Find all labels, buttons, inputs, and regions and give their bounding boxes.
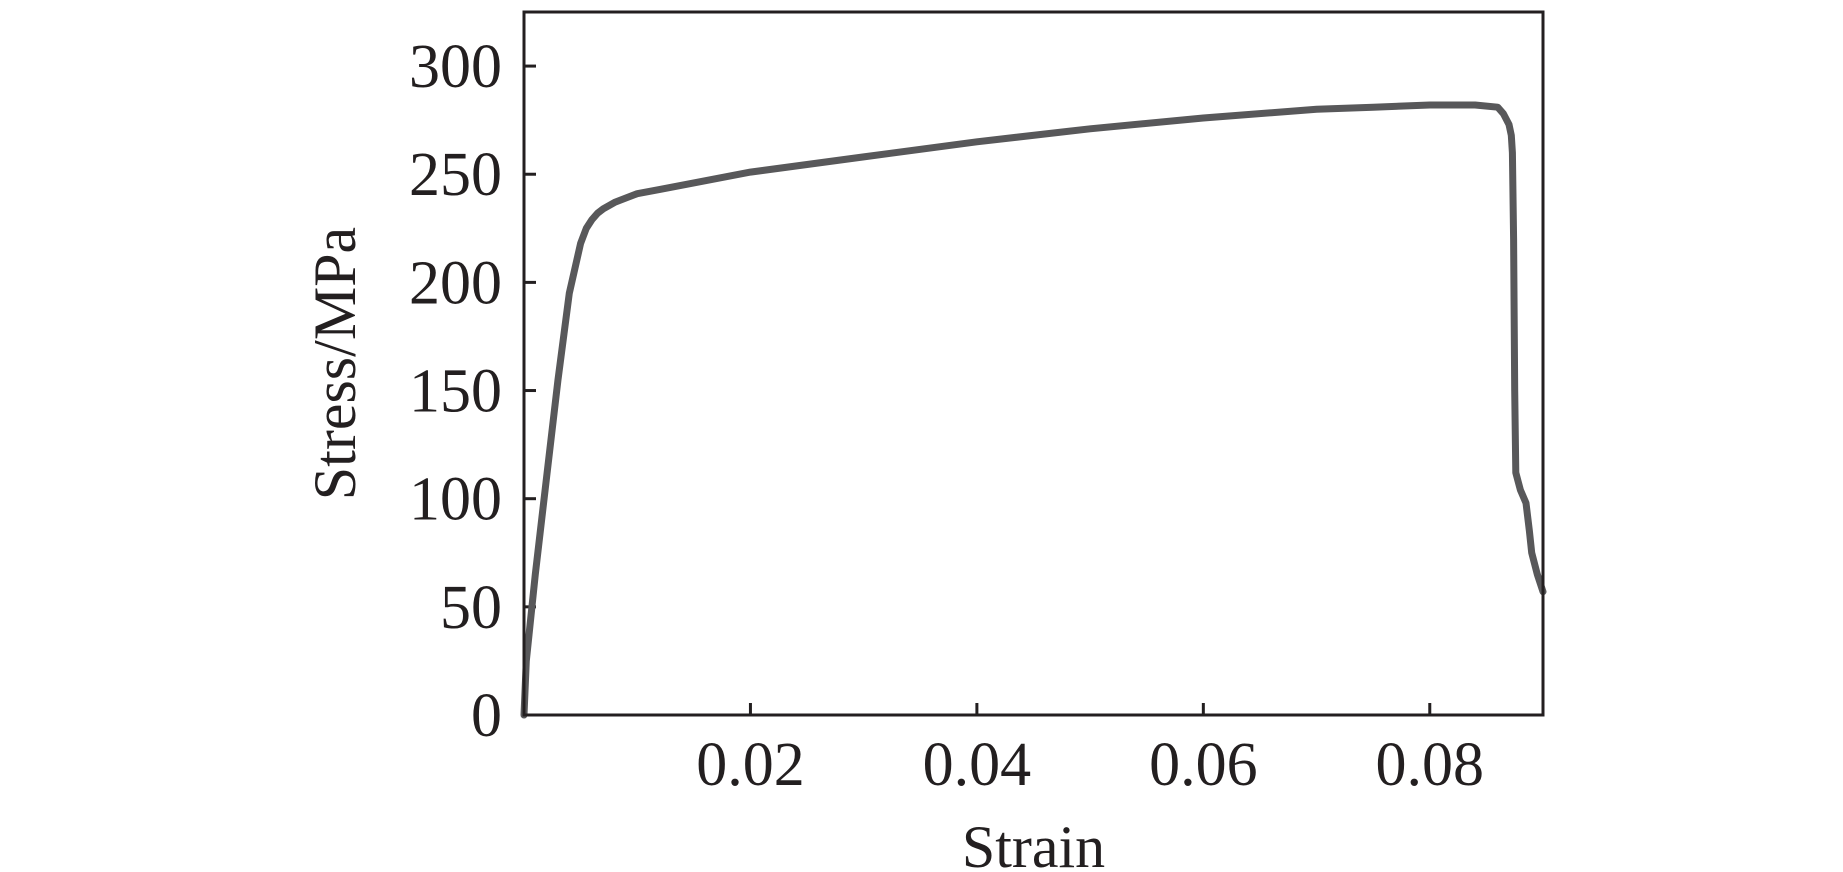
y-tick-label: 50 <box>440 574 502 642</box>
y-tick-label: 0 <box>471 682 502 750</box>
plot-frame <box>522 10 1545 717</box>
x-tick-label: 0.04 <box>923 731 1032 799</box>
y-tick-label: 250 <box>409 141 502 209</box>
x-axis-ticks: 0.02 0.04 0.06 0.08 <box>696 703 1484 799</box>
y-tick-label: 200 <box>409 249 502 317</box>
x-tick-label: 0.02 <box>696 731 805 799</box>
y-tick-label: 300 <box>409 33 502 101</box>
x-axis-label: Strain <box>962 814 1105 872</box>
y-tick-label: 100 <box>409 466 502 534</box>
y-axis-ticks: 0 50 100 150 200 250 300 <box>409 33 536 750</box>
y-tick-label: 150 <box>409 358 502 426</box>
series-line <box>520 101 1547 719</box>
x-tick-label: 0.06 <box>1149 731 1258 799</box>
y-axis-label: Stress/MPa <box>302 227 368 500</box>
x-tick-label: 0.08 <box>1376 731 1485 799</box>
